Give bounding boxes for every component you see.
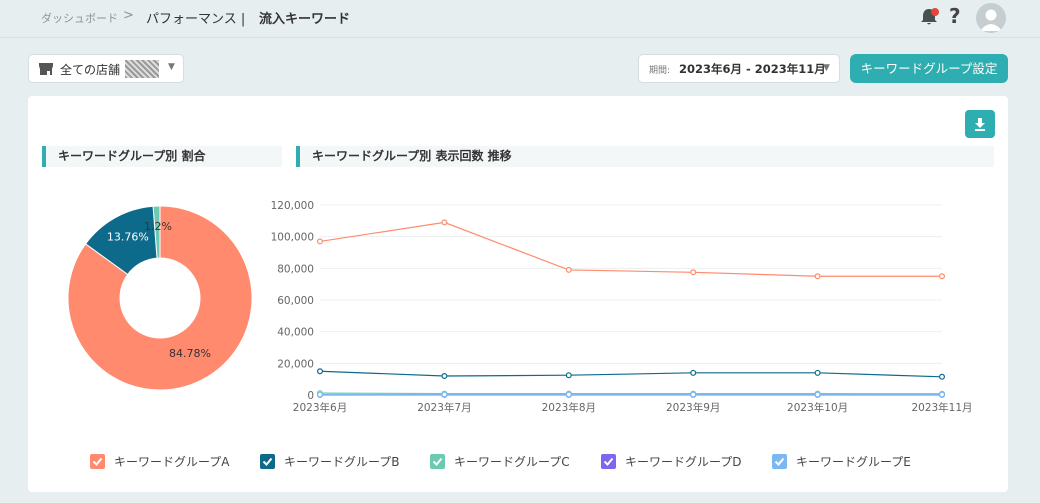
legend-label: キーワードグループD <box>625 455 742 469</box>
data-point[interactable] <box>690 391 697 398</box>
legend-checkbox[interactable] <box>430 454 445 469</box>
x-tick-label: 2023年7月 <box>417 401 471 414</box>
period-select[interactable]: 期間: 2023年6月 - 2023年11月 ▼ <box>638 54 840 83</box>
breadcrumb-parent: パフォーマンス | <box>146 12 246 27</box>
data-point[interactable] <box>814 369 821 376</box>
legend-label: キーワードグループC <box>454 455 570 469</box>
data-point[interactable] <box>565 372 572 379</box>
series-line <box>319 392 943 395</box>
data-point[interactable] <box>565 266 572 273</box>
chart-legend: キーワードグループA キーワードグループB キーワードグループC キーワードグル… <box>90 452 990 472</box>
y-tick-label: 0 <box>307 390 314 402</box>
store-select[interactable]: 全ての店舗 ▼ <box>28 54 184 83</box>
data-point[interactable] <box>814 273 821 280</box>
y-tick-label: 60,000 <box>277 295 314 307</box>
user-avatar-icon[interactable] <box>976 3 1006 33</box>
data-point[interactable] <box>316 368 323 375</box>
period-label: 期間: <box>649 66 671 76</box>
legend-checkbox[interactable] <box>90 454 105 469</box>
data-point[interactable] <box>441 373 448 380</box>
section-title-trend: キーワードグループ別 表示回数 推移 <box>296 146 994 167</box>
chevron-down-icon: ▼ <box>823 63 830 73</box>
donut-label: 1.2% <box>144 220 172 233</box>
donut-label: 84.78% <box>169 347 211 360</box>
y-tick-label: 40,000 <box>277 327 314 339</box>
line-chart: 020,00040,00060,00080,000100,000120,000 … <box>271 200 973 414</box>
donut-chart: 1.2%13.76% 84.78% <box>67 205 253 391</box>
breadcrumb-dashboard-link[interactable]: ダッシュボード <box>41 12 118 25</box>
y-tick-label: 80,000 <box>277 263 314 275</box>
data-point[interactable] <box>814 391 821 398</box>
x-tick-label: 2023年8月 <box>542 401 596 414</box>
y-tick-label: 100,000 <box>271 232 314 244</box>
store-select-label: 全ての店舗 <box>60 63 121 77</box>
data-point[interactable] <box>441 219 448 226</box>
data-point[interactable] <box>938 391 945 398</box>
store-icon <box>39 63 53 75</box>
series-line <box>319 370 943 378</box>
donut-slice[interactable] <box>67 205 253 391</box>
donut-label: 13.76% <box>107 230 149 243</box>
x-tick-label: 2023年9月 <box>666 401 720 414</box>
data-point[interactable] <box>938 273 945 280</box>
page-title: 流入キーワード <box>259 12 351 27</box>
legend-label: キーワードグループB <box>284 455 400 469</box>
data-point[interactable] <box>690 369 697 376</box>
store-name-redacted <box>125 60 159 78</box>
legend-label: キーワードグループA <box>114 455 230 469</box>
data-point[interactable] <box>316 391 323 398</box>
data-point[interactable] <box>938 373 945 380</box>
section-title-share: キーワードグループ別 割合 <box>42 146 282 167</box>
top-bar: ダッシュボード > パフォーマンス | 流入キーワード <box>0 0 1040 38</box>
x-tick-label: 2023年10月 <box>787 401 848 414</box>
data-point[interactable] <box>441 391 448 398</box>
breadcrumb-separator: > <box>123 8 134 23</box>
help-icon[interactable]: ? <box>949 4 961 28</box>
data-point[interactable] <box>690 269 697 276</box>
download-icon <box>975 118 985 131</box>
chevron-down-icon: ▼ <box>168 62 175 72</box>
data-point[interactable] <box>316 238 323 245</box>
download-button[interactable] <box>965 110 995 138</box>
legend-checkbox[interactable] <box>772 454 787 469</box>
notification-badge <box>931 8 939 16</box>
period-value: 2023年6月 - 2023年11月 <box>679 62 826 76</box>
y-tick-label: 20,000 <box>277 358 314 370</box>
legend-checkbox[interactable] <box>260 454 275 469</box>
legend-checkbox[interactable] <box>601 454 616 469</box>
keyword-group-settings-button[interactable]: キーワードグループ設定 <box>850 54 1008 83</box>
y-tick-label: 120,000 <box>271 200 314 212</box>
x-tick-label: 2023年6月 <box>293 401 347 414</box>
legend-label: キーワードグループE <box>796 455 911 469</box>
data-point[interactable] <box>565 391 572 398</box>
x-tick-label: 2023年11月 <box>911 401 972 414</box>
series-line <box>319 221 942 277</box>
